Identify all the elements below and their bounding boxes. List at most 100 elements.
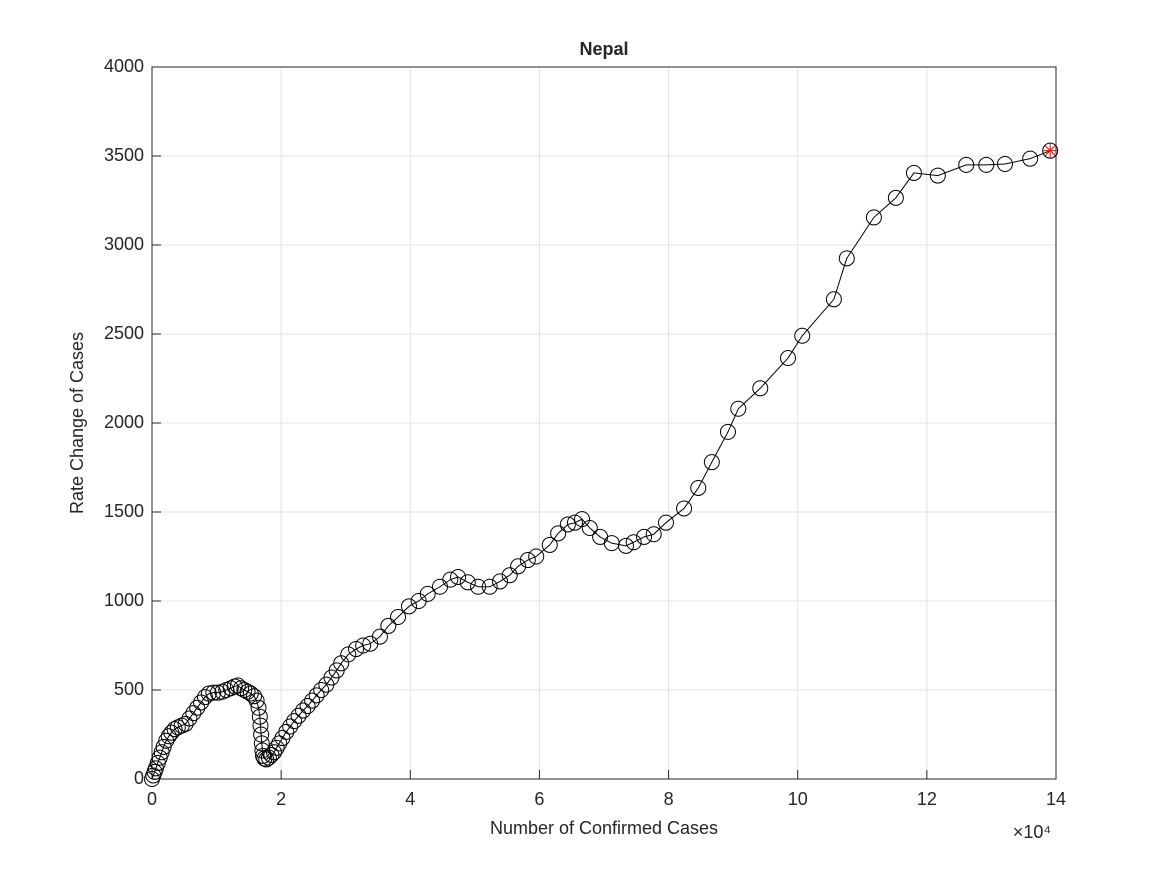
data-point bbox=[177, 715, 194, 732]
data-point bbox=[380, 617, 397, 634]
data-point bbox=[996, 156, 1013, 173]
y-tick-label: 4000 bbox=[104, 56, 144, 76]
data-point bbox=[253, 726, 270, 743]
data-point bbox=[442, 571, 459, 588]
data-point bbox=[290, 707, 307, 724]
data-point bbox=[286, 713, 303, 730]
x-tick-label: 0 bbox=[147, 789, 157, 809]
y-tick-label: 3500 bbox=[104, 145, 144, 165]
data-point bbox=[690, 479, 707, 496]
data-point bbox=[390, 609, 407, 626]
y-tick-label: 1000 bbox=[104, 590, 144, 610]
y-tick-label: 0 bbox=[134, 768, 144, 788]
data-point bbox=[181, 710, 198, 727]
y-tick-label: 3000 bbox=[104, 234, 144, 254]
data-point bbox=[251, 708, 268, 725]
data-point bbox=[636, 528, 653, 545]
data-point bbox=[246, 688, 263, 705]
x-tick-label: 14 bbox=[1046, 789, 1066, 809]
data-point bbox=[566, 514, 583, 531]
data-point bbox=[559, 516, 576, 533]
data-point bbox=[617, 537, 634, 554]
data-point bbox=[528, 548, 545, 565]
data-point bbox=[260, 749, 277, 766]
data-point bbox=[825, 291, 842, 308]
data-point bbox=[676, 500, 693, 517]
data-point bbox=[266, 744, 283, 761]
data-point bbox=[255, 747, 272, 764]
data-point bbox=[838, 250, 855, 267]
data-point bbox=[278, 723, 295, 740]
data-point bbox=[541, 536, 558, 553]
data-point bbox=[501, 567, 518, 584]
y-tick-label: 500 bbox=[114, 679, 144, 699]
x-tick-label: 8 bbox=[664, 789, 674, 809]
y-tick-label: 1500 bbox=[104, 501, 144, 521]
data-point bbox=[340, 646, 357, 663]
axes-box bbox=[151, 66, 1057, 780]
data-point bbox=[1022, 150, 1039, 167]
data-point bbox=[625, 534, 642, 551]
data-point bbox=[295, 702, 312, 719]
x-tick-label: 12 bbox=[917, 789, 937, 809]
data-point bbox=[308, 687, 325, 704]
data-point bbox=[865, 209, 882, 226]
data-point bbox=[371, 628, 388, 645]
data-point bbox=[929, 167, 946, 184]
y-tick-label: 2000 bbox=[104, 412, 144, 432]
x-multiplier: ×10⁴ bbox=[1013, 822, 1051, 842]
data-point bbox=[166, 721, 183, 738]
data-point bbox=[299, 698, 316, 715]
data-point bbox=[355, 637, 372, 654]
data-point bbox=[419, 585, 436, 602]
data-point bbox=[400, 598, 417, 615]
data-point bbox=[169, 719, 186, 736]
highlight-stroke bbox=[1044, 145, 1056, 157]
data-point bbox=[470, 578, 487, 595]
data-point bbox=[185, 705, 202, 722]
data-point bbox=[459, 574, 476, 591]
data-point bbox=[719, 423, 736, 440]
data-point bbox=[253, 735, 270, 752]
x-tick-label: 6 bbox=[534, 789, 544, 809]
data-point bbox=[189, 699, 206, 716]
data-point bbox=[158, 732, 175, 749]
x-tick-label: 10 bbox=[788, 789, 808, 809]
data-point bbox=[313, 682, 330, 698]
data-point bbox=[481, 578, 498, 595]
data-point bbox=[794, 327, 811, 344]
data-point bbox=[492, 573, 509, 590]
data-point bbox=[905, 164, 922, 181]
data-point bbox=[348, 641, 365, 658]
data-point bbox=[222, 680, 239, 697]
data-point bbox=[780, 350, 797, 367]
x-tick-label: 4 bbox=[405, 789, 415, 809]
data-point bbox=[282, 718, 299, 735]
data-point bbox=[887, 189, 904, 206]
data-point bbox=[581, 520, 598, 537]
data-point bbox=[205, 684, 222, 701]
data-point bbox=[248, 692, 265, 709]
data-point bbox=[958, 156, 975, 173]
data-point bbox=[519, 552, 536, 569]
data-point bbox=[450, 568, 467, 585]
y-tick-label: 2500 bbox=[104, 323, 144, 343]
x-tick-label: 2 bbox=[276, 789, 286, 809]
data-point bbox=[703, 454, 720, 471]
chart-title: Nepal bbox=[579, 39, 628, 59]
data-point bbox=[510, 558, 527, 575]
data-point bbox=[304, 692, 321, 709]
data-point bbox=[200, 685, 217, 702]
data-point bbox=[268, 739, 285, 756]
data-point bbox=[752, 380, 769, 397]
highlight-marker bbox=[1043, 143, 1058, 158]
data-point bbox=[730, 400, 747, 417]
data-point bbox=[256, 750, 273, 767]
y-axis-label: Rate Change of Cases bbox=[67, 332, 87, 514]
data-point bbox=[250, 699, 267, 716]
data-point bbox=[271, 735, 288, 752]
data-point bbox=[978, 156, 995, 173]
